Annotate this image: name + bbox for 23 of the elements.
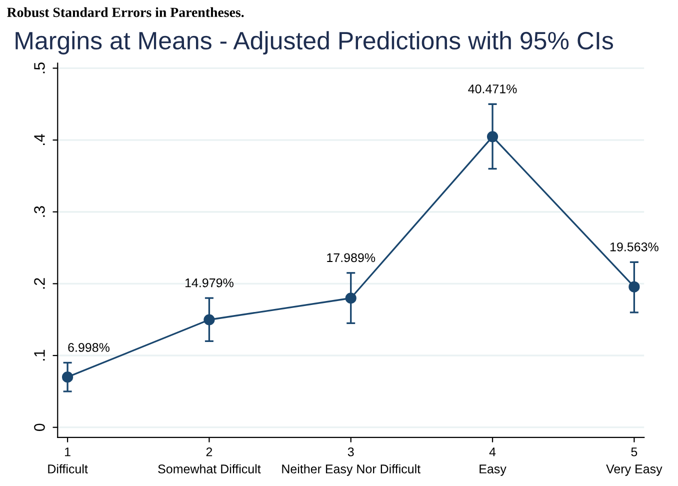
y-tick-label: 0 bbox=[34, 424, 45, 431]
text: Robust Standard Errors in Parentheses. bbox=[7, 7, 244, 18]
point bbox=[204, 314, 215, 326]
point bbox=[628, 281, 640, 292]
data-label: 17.989% bbox=[327, 253, 376, 262]
x-tick-label: 3 Neither Easy Nor Difficult bbox=[282, 447, 420, 476]
point bbox=[486, 131, 498, 142]
data-label: 6.998% bbox=[68, 343, 110, 352]
data-label: 14.979% bbox=[185, 278, 234, 288]
data-label: 40.471% bbox=[468, 84, 517, 94]
x-tick-label: 4 Easy bbox=[480, 448, 506, 476]
x-tick-label: 5 Very Easy bbox=[606, 448, 662, 476]
point bbox=[345, 292, 356, 304]
x-tick-label: 1 Difficult bbox=[48, 448, 88, 474]
y-tick-label: .4 bbox=[34, 134, 45, 146]
y-tick-label: .2 bbox=[34, 278, 45, 289]
y-tick-label: .5 bbox=[34, 62, 45, 74]
y-tick-label: .3 bbox=[34, 206, 45, 217]
x-tick-label: 2 Somewhat Difficult bbox=[158, 447, 261, 474]
y-tick-label: .1 bbox=[34, 350, 45, 360]
chart-title: Margins at Means - Adjusted Predictions with 95% CIs bbox=[16, 31, 614, 54]
point bbox=[62, 372, 74, 383]
data-label: 19.563% bbox=[610, 242, 658, 252]
